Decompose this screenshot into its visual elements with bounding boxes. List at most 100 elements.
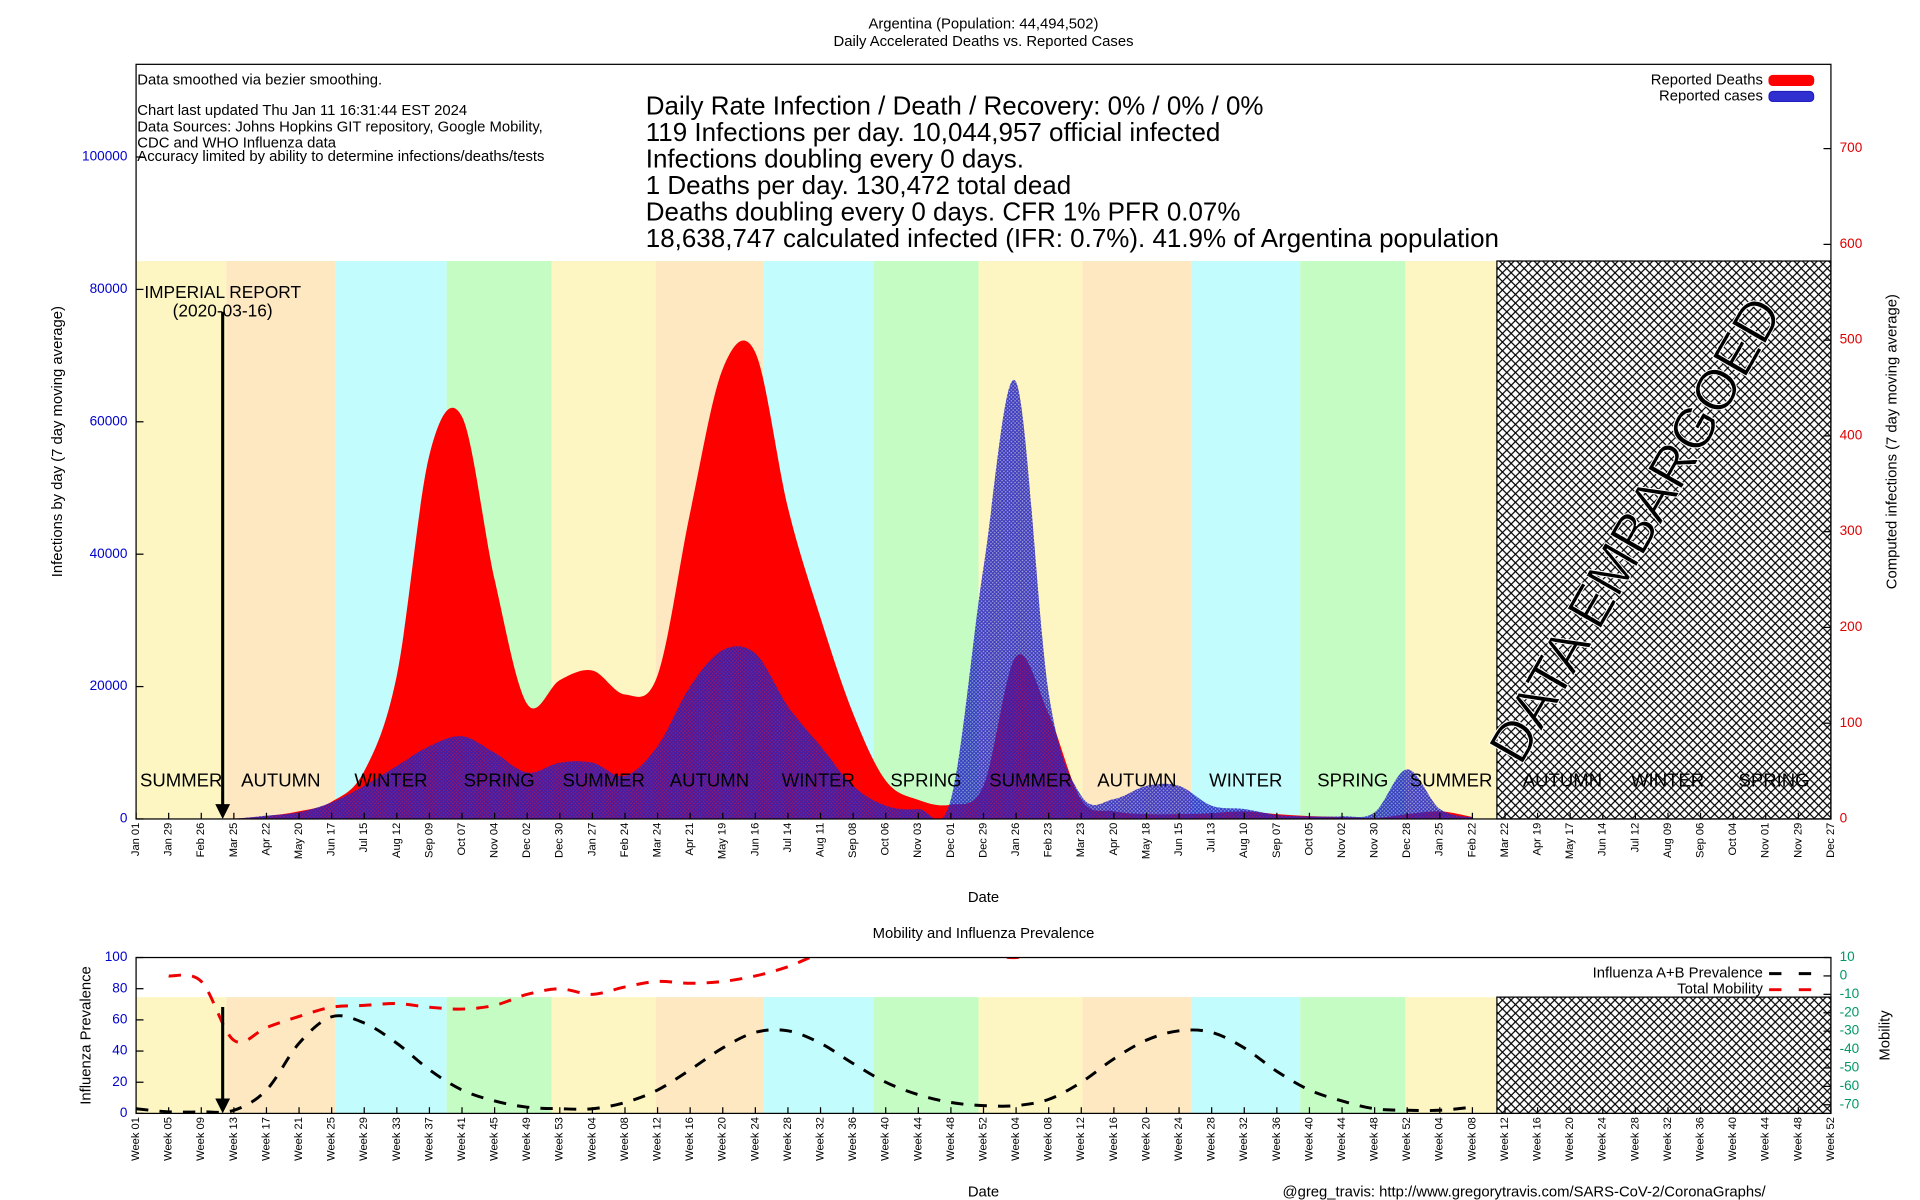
x-tick-label: Apr 21 xyxy=(684,823,696,856)
x-tick-label: Mar 22 xyxy=(1499,823,1511,858)
x-tick-label: Mar 25 xyxy=(228,823,240,858)
x-tick-label: Jul 14 xyxy=(782,823,794,853)
season-band xyxy=(136,997,227,1114)
y2-tick-label: 100 xyxy=(1840,715,1863,730)
x-tick-label: Week 01 xyxy=(130,1117,142,1161)
y-tick-label: 40000 xyxy=(90,546,128,561)
x-tick-label: Mar 24 xyxy=(652,823,664,858)
stat-line: Daily Rate Infection / Death / Recovery:… xyxy=(646,90,1264,120)
x-tick-label: Feb 24 xyxy=(619,823,631,858)
season-band xyxy=(1191,997,1301,1114)
x-tick-label: Nov 01 xyxy=(1760,823,1772,858)
y-tick-label: 100 xyxy=(105,949,128,964)
x-tick-label: Jun 15 xyxy=(1173,823,1185,856)
season-label: WINTER xyxy=(782,770,855,791)
arrow-head xyxy=(215,804,231,819)
season-label: SPRING xyxy=(1738,770,1809,791)
season-label: SPRING xyxy=(464,770,535,791)
x-tick-label: Jul 13 xyxy=(1206,823,1218,853)
x-tick-label: Jun 17 xyxy=(326,823,338,856)
season-label: SUMMER xyxy=(562,770,644,791)
y2-tick-label: -20 xyxy=(1840,1004,1860,1019)
season-band xyxy=(873,261,979,819)
plot-area xyxy=(136,957,1473,1114)
x-tick-label: Oct 06 xyxy=(880,823,892,856)
x-tick-label: Week 44 xyxy=(1336,1117,1348,1161)
x-tick-label: Oct 07 xyxy=(456,823,468,856)
embargo-region xyxy=(1496,996,1832,1115)
x-tick-label: Dec 02 xyxy=(521,823,533,858)
season-band xyxy=(1300,997,1406,1114)
x-tick-label: Nov 30 xyxy=(1369,823,1381,858)
x-tick-label: Dec 01 xyxy=(945,823,957,858)
x-tick-label: Nov 29 xyxy=(1792,823,1804,858)
x-tick-label: Dec 30 xyxy=(554,823,566,858)
x-tick-label: Week 48 xyxy=(1792,1117,1804,1161)
x-tick-label: Week 29 xyxy=(358,1117,370,1161)
y2-tick-label: -10 xyxy=(1840,986,1860,1001)
legend-label: Total Mobility xyxy=(1677,982,1763,998)
y-axis-label: Infections by day (7 day moving average) xyxy=(50,306,66,577)
x-tick-label: Week 20 xyxy=(717,1117,729,1161)
stat-line: 119 Infections per day. 10,044,957 offic… xyxy=(646,117,1221,147)
x-tick-label: Week 32 xyxy=(1662,1117,1674,1161)
x-tick-label: Week 52 xyxy=(1401,1117,1413,1161)
x-tick-label: Week 40 xyxy=(880,1117,892,1161)
event-label: (2020-03-16) xyxy=(173,300,273,320)
note: Chart last updated Thu Jan 11 16:31:44 E… xyxy=(137,103,467,119)
stat-line: 1 Deaths per day. 130,472 total dead xyxy=(646,170,1071,200)
x-tick-label: Week 16 xyxy=(1108,1117,1120,1161)
y2-axis-label: Mobility xyxy=(1877,1010,1893,1061)
x-tick-label: Week 12 xyxy=(652,1117,664,1161)
x-tick-label: Jan 25 xyxy=(1434,823,1446,856)
x-tick-label: Week 33 xyxy=(391,1117,403,1161)
x-tick-label: Week 04 xyxy=(1010,1117,1022,1161)
x-tick-label: Aug 09 xyxy=(1662,823,1674,858)
season-label: WINTER xyxy=(1631,770,1704,791)
y2-tick-label: 600 xyxy=(1840,236,1863,251)
season-band xyxy=(335,997,447,1114)
legend-label: Reported cases xyxy=(1659,88,1763,104)
stat-line: Infections doubling every 0 days. xyxy=(646,143,1024,173)
y2-tick-label: 700 xyxy=(1840,140,1863,155)
x-tick-label: Nov 04 xyxy=(489,823,501,858)
season-band xyxy=(136,261,227,819)
y-tick-label: 0 xyxy=(120,1105,128,1120)
x-tick-label: Sep 06 xyxy=(1694,823,1706,858)
x-tick-label: Nov 03 xyxy=(912,823,924,858)
y2-tick-label: -50 xyxy=(1840,1060,1860,1075)
x-tick-label: Week 24 xyxy=(1597,1117,1609,1161)
x-tick-label: Week 36 xyxy=(1694,1117,1706,1161)
y-tick-label: 100000 xyxy=(82,149,128,164)
x-tick-label: Apr 22 xyxy=(260,823,272,856)
stat-line: Deaths doubling every 0 days. CFR 1% PFR… xyxy=(646,196,1241,226)
y-axis-label: Influenza Prevalence xyxy=(79,966,95,1105)
legend-label: Reported Deaths xyxy=(1651,72,1763,88)
legend-label: Influenza A+B Prevalence xyxy=(1593,966,1763,982)
season-label: SPRING xyxy=(890,770,961,791)
subtitle: Daily Accelerated Deaths vs. Reported Ca… xyxy=(833,34,1133,50)
chart-title: Argentina (Population: 44,494,502) xyxy=(868,17,1098,33)
x-tick-label: Nov 02 xyxy=(1336,823,1348,858)
season-label: WINTER xyxy=(354,770,427,791)
y-tick-label: 80000 xyxy=(90,281,128,296)
x-axis-label: Date xyxy=(968,890,999,906)
season-band xyxy=(763,997,874,1114)
season-label: AUTUMN xyxy=(1523,770,1602,791)
x-tick-label: Aug 10 xyxy=(1238,823,1250,858)
season-label: SUMMER xyxy=(1410,770,1492,791)
x-tick-label: Week 28 xyxy=(1629,1117,1641,1161)
x-tick-label: Week 09 xyxy=(195,1117,207,1161)
x-tick-label: Week 24 xyxy=(1173,1117,1185,1161)
season-band xyxy=(978,997,1083,1114)
season-band xyxy=(1300,261,1406,819)
x-tick-label: Jan 27 xyxy=(586,823,598,856)
x-tick-label: Oct 05 xyxy=(1303,823,1315,856)
season-band xyxy=(655,997,764,1114)
x-tick-label: Week 44 xyxy=(1760,1117,1772,1161)
x-tick-label: May 19 xyxy=(717,823,729,859)
season-band xyxy=(1191,261,1301,819)
x-tick-label: Week 16 xyxy=(1532,1117,1544,1161)
x-tick-label: Week 13 xyxy=(228,1117,240,1161)
